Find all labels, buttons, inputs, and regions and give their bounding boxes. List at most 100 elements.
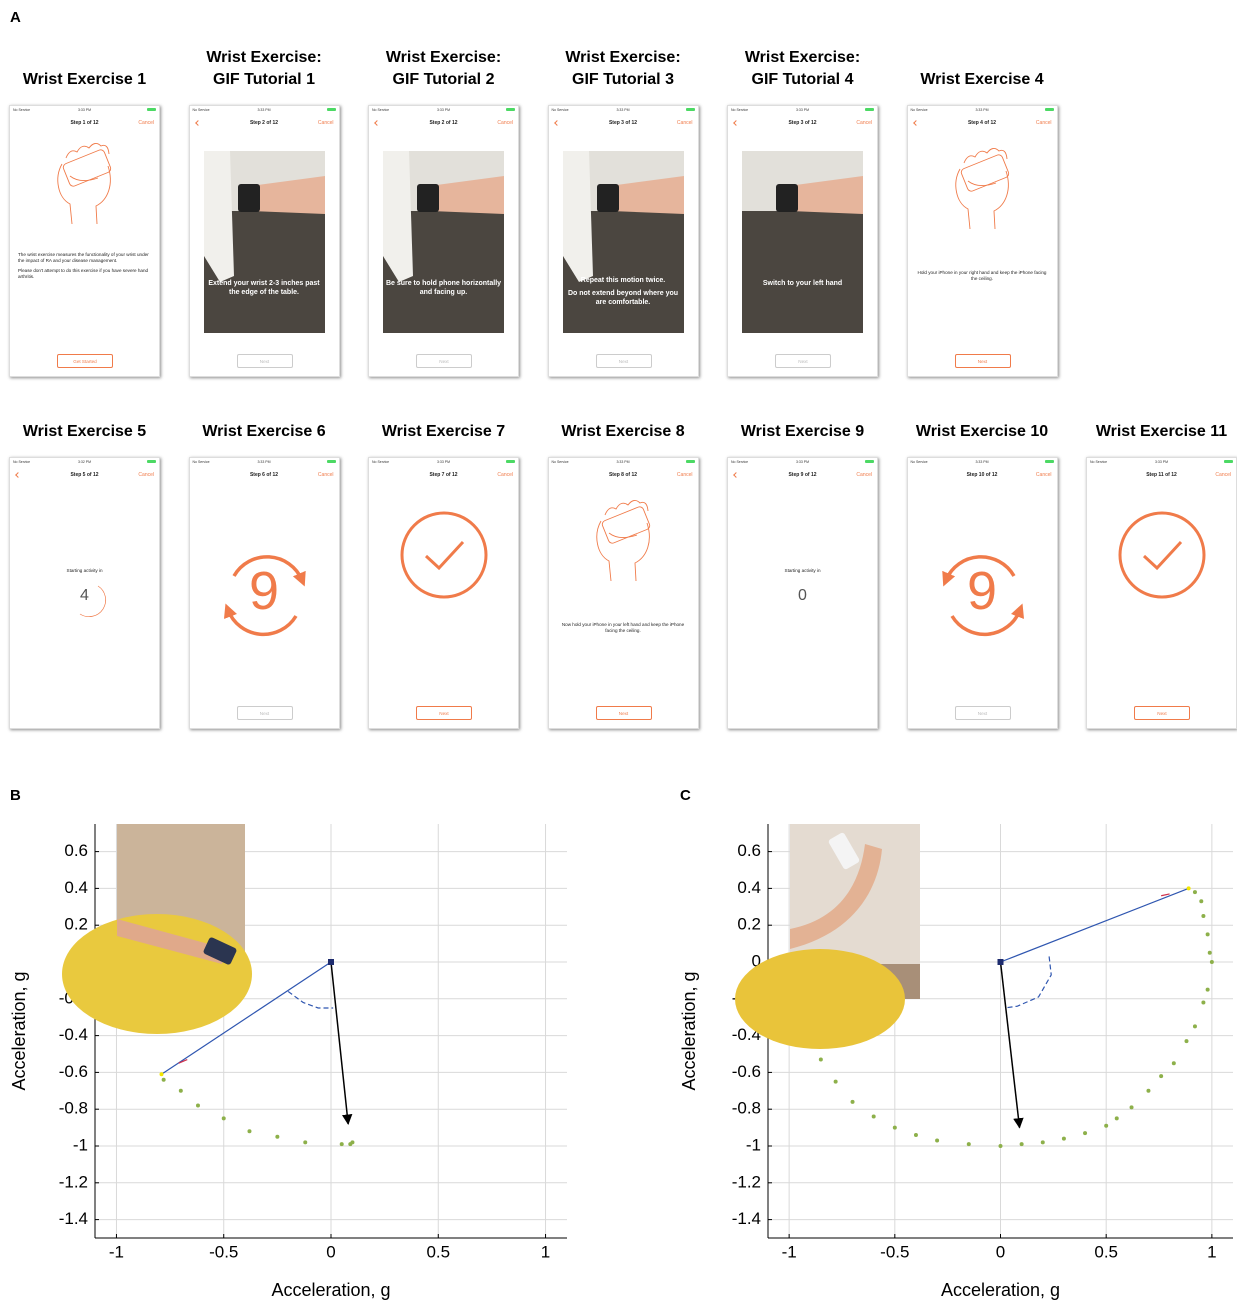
cancel-link[interactable]: Cancel [676, 472, 693, 478]
vector-line [1000, 887, 1189, 963]
screen-title: Wrist Exercise: GIF Tutorial 4 [708, 47, 898, 91]
clock: 3:33 PM [795, 108, 810, 112]
gravity-arrow [330, 961, 353, 1125]
chart: -1-0.500.510.60.40.20-0.2-0.4-0.6-0.8-1-… [9, 824, 567, 1300]
photo-caption: Be sure to hold phone horizontally and f… [385, 279, 502, 301]
rotate-arc [223, 603, 297, 637]
cancel-link[interactable]: Cancel [676, 120, 693, 126]
title-line: Wrist Exercise: [565, 49, 681, 66]
data-point [1114, 1116, 1119, 1121]
rotate-arc [941, 555, 1016, 587]
phone-screen: No Service 3:33 PM Step 1 of 12 Cancel The w… [9, 105, 160, 377]
y-tick-label: -0.6 [732, 1062, 761, 1081]
photo-caption: Switch to your left hand [744, 279, 861, 292]
hand-illustration [57, 143, 112, 225]
y-tick-label: -0.6 [59, 1062, 88, 1081]
gravity-arrow [999, 961, 1024, 1129]
data-point [1201, 1000, 1206, 1005]
y-tick-label: -1 [73, 1135, 88, 1154]
screen-graphics [595, 500, 650, 582]
y-tick-label: -0.4 [59, 1025, 88, 1044]
title-line: Wrist Exercise: [206, 49, 322, 66]
carrier: No Service [551, 108, 569, 112]
carrier: No Service [192, 460, 210, 464]
text-line: Now hold your iPhone in your left hand a… [561, 622, 685, 633]
title-line: Wrist Exercise 7 [381, 423, 506, 440]
title-line: GIF Tutorial 2 [392, 71, 495, 88]
data-point [275, 1134, 280, 1139]
next-button[interactable]: Next [236, 354, 293, 368]
carrier: No Service [551, 460, 569, 464]
phone-screen: No Service 3:33 PM Step 9 of 12 Cancel Start… [727, 457, 878, 729]
step-label: Step 7 of 12 [429, 472, 458, 478]
cancel-link[interactable]: Cancel [1035, 472, 1052, 478]
carrier: No Service [910, 108, 928, 112]
data-point [1192, 1024, 1197, 1029]
cancel-link[interactable]: Cancel [317, 120, 334, 126]
next-button[interactable]: Next [595, 706, 652, 720]
caption-line: Repeat this motion twice. [580, 277, 666, 284]
clock: 3:33 PM [436, 460, 451, 464]
step-label: Step 5 of 12 [70, 472, 99, 478]
next-button[interactable]: Next [236, 706, 293, 720]
title-line: Wrist Exercise 1 [22, 71, 147, 88]
screen-title: Wrist Exercise 7 [349, 421, 539, 443]
data-point [221, 1116, 226, 1121]
countdown-number: 4 [80, 587, 89, 604]
cancel-link[interactable]: Cancel [856, 472, 872, 478]
rotate-number: 9 [966, 561, 998, 621]
next-button[interactable]: Next [595, 354, 652, 368]
data-point [1192, 890, 1197, 895]
next-button[interactable]: Get Started [57, 354, 113, 368]
data-point [195, 1103, 200, 1108]
cancel-link[interactable]: Cancel [317, 472, 334, 478]
y-axis-title: Acceleration, g [9, 971, 29, 1090]
x-tick-label: 0 [326, 1242, 335, 1261]
next-button[interactable]: Next [416, 706, 472, 720]
battery [1044, 460, 1054, 463]
chart: -1-0.500.510.60.40.20-0.2-0.4-0.6-0.8-1-… [679, 824, 1233, 1300]
y-tick-label: -1.4 [59, 1209, 88, 1228]
title-line: Wrist Exercise 9 [740, 423, 865, 440]
cancel-link[interactable]: Cancel [138, 120, 154, 126]
photo-table [562, 151, 593, 282]
next-button[interactable]: Next [1134, 706, 1190, 720]
title-line: GIF Tutorial 3 [572, 71, 674, 88]
y-tick-label: 0.6 [737, 841, 761, 860]
next-button[interactable]: Next [775, 354, 831, 368]
photo-caption: Extend your wrist 2-3 inches past the ed… [206, 279, 323, 301]
carrier: No Service [13, 108, 31, 112]
data-point [833, 1079, 838, 1084]
phone-screen: No Service 3:33 PM Step 11 of 12 Cancel Next [1086, 457, 1237, 729]
screen-graphics [79, 585, 106, 617]
cancel-link[interactable]: Cancel [497, 472, 513, 478]
phone-screen: No Service 3:33 PM Step 4 of 12 Cancel Hold … [906, 105, 1058, 377]
inset-photo [62, 824, 252, 1034]
screen-graphics [954, 148, 1009, 230]
panel-label: B [10, 787, 21, 804]
x-tick-label: 0 [996, 1242, 1005, 1261]
battery [506, 108, 515, 111]
rotate-icon [941, 555, 1024, 637]
cancel-link[interactable]: Cancel [138, 472, 154, 478]
next-button[interactable]: Next [954, 354, 1011, 368]
angle-arc [287, 990, 334, 1009]
cancel-link[interactable]: Cancel [497, 120, 513, 126]
cancel-link[interactable]: Cancel [1215, 472, 1231, 478]
data-point [1184, 1039, 1189, 1044]
title-line: Wrist Exercise 10 [915, 423, 1049, 440]
photo-caption: Repeat this motion twice. Do not extend b… [565, 276, 682, 311]
cancel-link[interactable]: Cancel [1035, 120, 1052, 126]
photo-table [383, 151, 413, 282]
screen-title: Wrist Exercise 9 [708, 421, 898, 443]
next-button[interactable]: Next [954, 706, 1011, 720]
data-point [1209, 960, 1214, 964]
cancel-link[interactable]: Cancel [856, 120, 872, 126]
check-mark [424, 540, 465, 571]
next-button[interactable]: Next [416, 354, 472, 368]
data-point [1207, 950, 1212, 955]
step-label: Step 11 of 12 [1146, 472, 1177, 478]
y-tick-label: 0.4 [737, 878, 761, 897]
phone-screen: No Service 3:33 PM Step 7 of 12 Cancel Next [368, 457, 519, 729]
title-line: Wrist Exercise 6 [202, 423, 326, 440]
